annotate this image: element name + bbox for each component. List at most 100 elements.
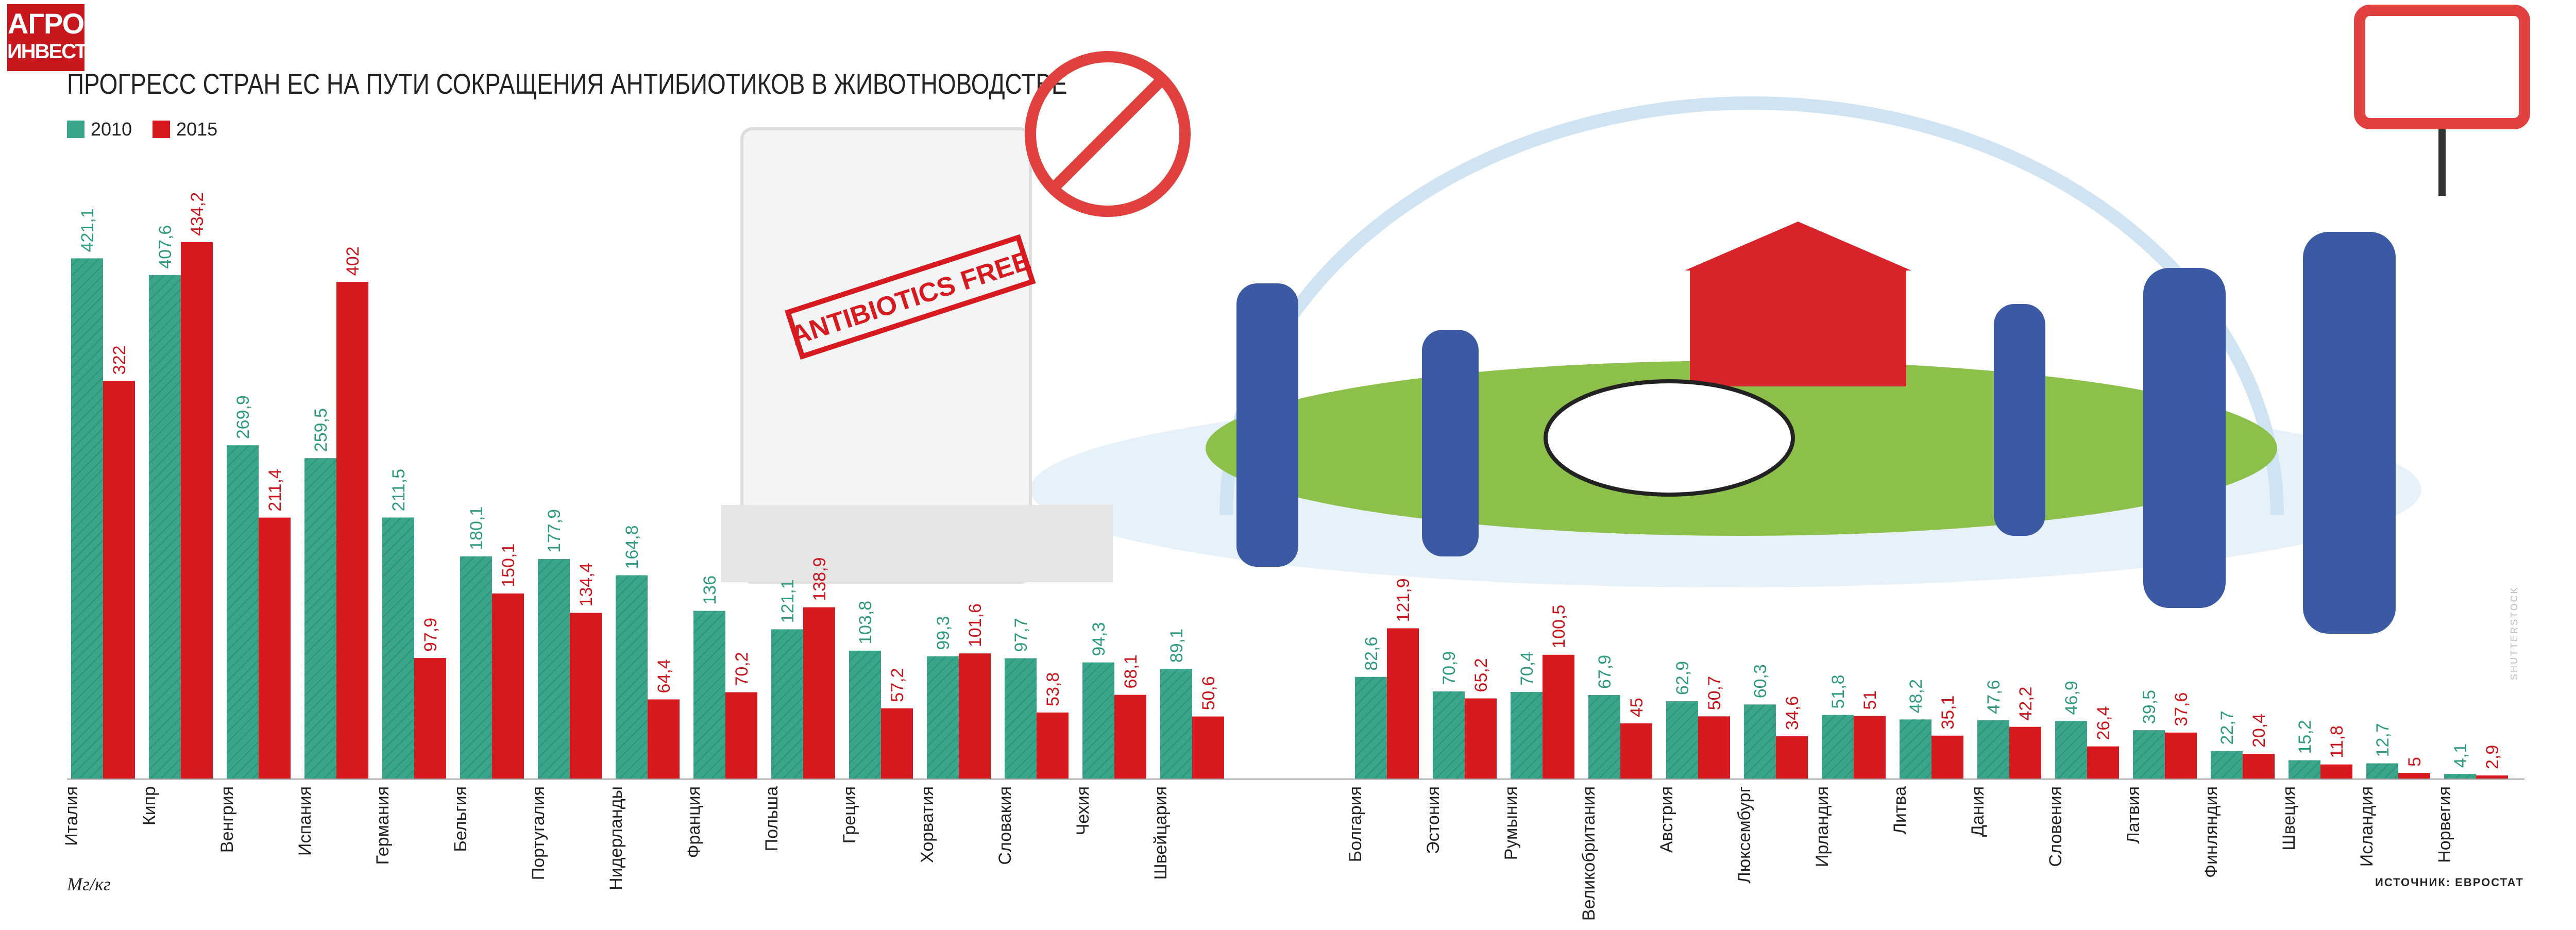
x-tick-label-cat-13: Чехия (1073, 786, 1093, 835)
bar-2010-cat-24 (2055, 721, 2087, 779)
bar-2015-cat-29 (2476, 775, 2508, 779)
x-tick-label-cat-16: Эстония (1423, 786, 1443, 854)
data-label-2015-cat-0: 322 (110, 345, 129, 375)
bar-2015-cat-0 (103, 381, 135, 779)
x-tick-label-cat-17: Румыния (1501, 786, 1521, 860)
bar-2015-cat-10 (881, 708, 913, 779)
legend-label-2015: 2015 (176, 119, 218, 140)
x-tick-label-cat-27: Швеция (2279, 786, 2299, 851)
bar-2010-cat-20 (1744, 704, 1776, 779)
bar-2015-cat-25 (2165, 732, 2197, 779)
x-tick-label-cat-14: Швейцария (1151, 786, 1171, 880)
data-label-2010-cat-8: 136 (700, 576, 720, 605)
no-pills-sign (2354, 5, 2530, 196)
data-label-2015-cat-27: 11,8 (2327, 725, 2347, 758)
bar-2015-cat-11 (959, 653, 991, 779)
x-tick-label-cat-1: Кипр (140, 786, 159, 825)
x-tick-label-cat-10: Греция (840, 786, 859, 843)
bar-2010-cat-25 (2133, 730, 2165, 779)
data-label-2010-cat-2: 269,9 (233, 395, 253, 439)
x-tick-label-cat-12: Словакия (995, 786, 1015, 865)
chart-title: ПРОГРЕСС СТРАН ЕС НА ПУТИ СОКРАЩЕНИЯ АНТ… (67, 67, 1067, 100)
x-tick-labels: Италия Кипр Венгрия Испания Германия Бельгия П… (62, 786, 2454, 921)
x-tick-label-cat-21: Ирландия (1812, 786, 1832, 867)
bar-2015-cat-5 (492, 593, 524, 779)
bar-2015-cat-19 (1698, 716, 1730, 779)
bar-2015-cat-22 (1931, 735, 1963, 779)
x-tick-label-cat-29: Норвегия (2435, 786, 2454, 863)
x-tick-label-cat-24: Словения (2046, 786, 2065, 867)
bar-2010-cat-2 (227, 445, 259, 779)
bar-2010-cat-11 (927, 656, 959, 779)
bar-2010-cat-23 (1977, 720, 2009, 779)
data-label-2015-cat-13: 68,1 (1121, 654, 1141, 688)
x-tick-label-cat-15: Болгария (1346, 786, 1365, 862)
data-label-2010-cat-15: 82,6 (1362, 637, 1381, 671)
data-label-2010-cat-27: 15,2 (2295, 720, 2315, 754)
farmers (1236, 232, 2396, 634)
source-note: ИСТОЧНИК: ЕВРОСТАТ (2375, 876, 2524, 889)
y-unit-label: Мг/кг (67, 874, 111, 894)
data-label-2010-cat-3: 259,5 (311, 408, 331, 452)
data-label-2015-cat-26: 20,4 (2249, 714, 2269, 748)
data-label-2015-cat-15: 121,9 (1394, 578, 1413, 622)
bar-2010-cat-9 (771, 629, 803, 779)
data-label-2010-cat-20: 60,3 (1751, 664, 1770, 698)
data-label-2015-cat-9: 138,9 (810, 557, 829, 601)
data-label-2015-cat-10: 57,2 (888, 668, 907, 702)
bar-2015-cat-7 (648, 699, 680, 779)
data-label-2015-cat-25: 37,6 (2172, 692, 2191, 726)
bar-2010-cat-14 (1160, 669, 1192, 779)
data-label-2015-cat-5: 150,1 (499, 544, 518, 587)
data-label-2015-cat-12: 53,8 (1043, 672, 1063, 706)
data-label-2015-cat-4: 97,9 (421, 618, 440, 652)
data-label-2010-cat-14: 89,1 (1167, 629, 1187, 663)
bar-2015-cat-9 (803, 607, 835, 779)
bar-2015-cat-24 (2087, 746, 2119, 779)
x-tick-label-cat-3: Испания (295, 786, 315, 856)
data-label-2015-cat-2: 211,4 (265, 469, 285, 512)
bar-2015-cat-14 (1192, 716, 1224, 779)
x-tick-label-cat-4: Германия (373, 786, 393, 865)
legend: 2010 2015 (67, 117, 217, 140)
bar-2015-cat-21 (1854, 716, 1886, 779)
bar-2010-cat-7 (616, 575, 648, 779)
bar-2015-cat-1 (181, 242, 213, 779)
x-tick-label-cat-11: Хорватия (918, 786, 937, 863)
watermark: SHUTTERSTOCK (2509, 586, 2519, 680)
x-tick-label-cat-18: Великобритания (1579, 786, 1599, 921)
bar-2015-cat-2 (259, 517, 291, 779)
bar-2015-cat-28 (2398, 773, 2430, 779)
cow (1544, 379, 1795, 497)
bar-2015-cat-23 (2009, 726, 2041, 779)
bars: 421,1 322 407,6 434,2 269,9 211,4 259,5 402 211,… (71, 192, 2508, 779)
barn (1690, 268, 1906, 386)
data-label-2015-cat-23: 42,2 (2016, 687, 2036, 721)
data-label-2010-cat-21: 51,8 (1828, 674, 1848, 708)
x-tick-label-cat-7: Нидерланды (606, 786, 626, 890)
data-label-2015-cat-8: 70,2 (732, 652, 752, 686)
data-label-2010-cat-29: 4,1 (2451, 743, 2470, 768)
data-label-2010-cat-26: 22,7 (2217, 711, 2237, 745)
bar-2010-cat-4 (382, 517, 414, 779)
data-label-2010-cat-0: 421,1 (78, 208, 97, 252)
bar-2015-cat-4 (414, 658, 446, 779)
data-label-2015-cat-28: 5 (2405, 757, 2425, 767)
bar-2010-cat-22 (1900, 719, 1931, 779)
x-tick-label-cat-6: Португалия (529, 786, 548, 880)
data-label-2015-cat-7: 64,4 (654, 659, 674, 693)
x-tick-label-cat-28: Исландия (2357, 786, 2377, 867)
bar-2010-cat-29 (2444, 774, 2476, 779)
data-label-2015-cat-6: 134,4 (577, 563, 596, 606)
data-label-2015-cat-1: 434,2 (188, 192, 207, 236)
data-label-2015-cat-14: 50,6 (1199, 676, 1218, 710)
bar-2015-cat-3 (336, 282, 368, 779)
x-tick-label-cat-19: Австрия (1657, 786, 1676, 853)
data-label-2015-cat-17: 100,5 (1549, 605, 1569, 649)
data-label-2010-cat-17: 70,4 (1517, 652, 1537, 686)
bar-2010-cat-13 (1082, 662, 1114, 779)
bar-2010-cat-19 (1666, 701, 1698, 779)
bar-2010-cat-27 (2289, 760, 2320, 779)
data-label-2015-cat-18: 45 (1627, 698, 1647, 717)
